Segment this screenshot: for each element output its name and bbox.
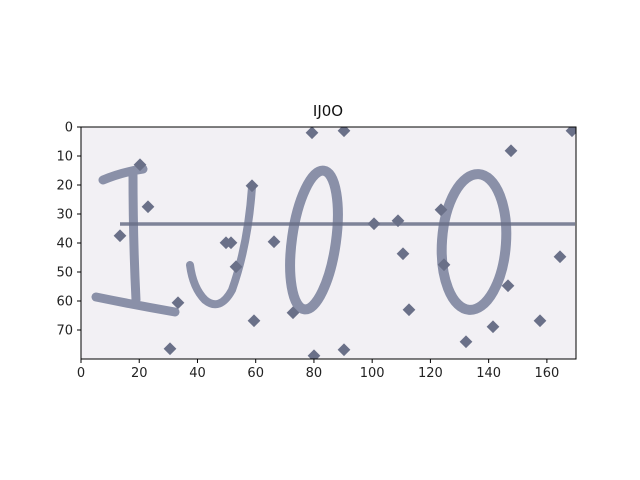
noise-dot	[133, 158, 147, 172]
noise-dot	[459, 335, 473, 349]
noise-dot	[501, 279, 515, 293]
y-tick-label: 50	[56, 266, 73, 281]
x-tick-label: 160	[534, 366, 559, 381]
noise-dot	[267, 235, 281, 249]
noise-dot	[229, 260, 243, 274]
noise-dot	[224, 236, 238, 250]
noise-dot	[245, 179, 259, 193]
x-tick-label: 40	[189, 366, 206, 381]
x-tick-label: 0	[77, 366, 85, 381]
noise-dot	[337, 343, 351, 357]
noise-dot	[171, 296, 185, 310]
y-tick-label: 20	[56, 179, 73, 194]
y-tick-label: 60	[56, 295, 73, 310]
x-tick-label: 20	[131, 366, 148, 381]
image-background	[81, 127, 576, 359]
noise-dots	[113, 127, 576, 359]
noise-dot	[402, 303, 416, 317]
noise-dot	[391, 214, 405, 228]
y-tick-label: 70	[56, 324, 73, 339]
noise-dot	[247, 314, 261, 328]
noise-dot	[305, 127, 319, 140]
noise-dot	[437, 258, 451, 272]
x-axis: 0 20 40 60 80 100 120 140 160	[77, 359, 559, 381]
x-tick-label: 140	[476, 366, 501, 381]
y-tick-label: 10	[56, 150, 73, 165]
noise-dot	[163, 342, 177, 356]
noise-dot	[396, 247, 410, 261]
figure-title: IJ0O	[313, 102, 343, 120]
noise-dot	[286, 306, 300, 320]
noise-dot	[113, 229, 127, 243]
x-tick-label: 100	[360, 366, 385, 381]
captcha-glyphs	[91, 164, 512, 317]
y-axis: 0 10 20 30 40 50 60 70	[56, 121, 81, 339]
y-tick-label: 40	[56, 237, 73, 252]
glyph-J	[186, 183, 256, 309]
x-tick-label: 60	[247, 366, 264, 381]
noise-dot	[434, 203, 448, 217]
noise-dot	[141, 200, 155, 214]
x-tick-label: 80	[306, 366, 323, 381]
y-tick-label: 0	[65, 121, 73, 136]
y-tick-label: 30	[56, 208, 73, 223]
glyph-zero	[285, 165, 343, 315]
glyph-O	[436, 169, 512, 315]
captcha-image	[81, 127, 576, 359]
noise-dot	[486, 320, 500, 334]
x-tick-label: 120	[418, 366, 443, 381]
noise-dot	[337, 127, 351, 138]
noise-dot	[367, 217, 381, 231]
